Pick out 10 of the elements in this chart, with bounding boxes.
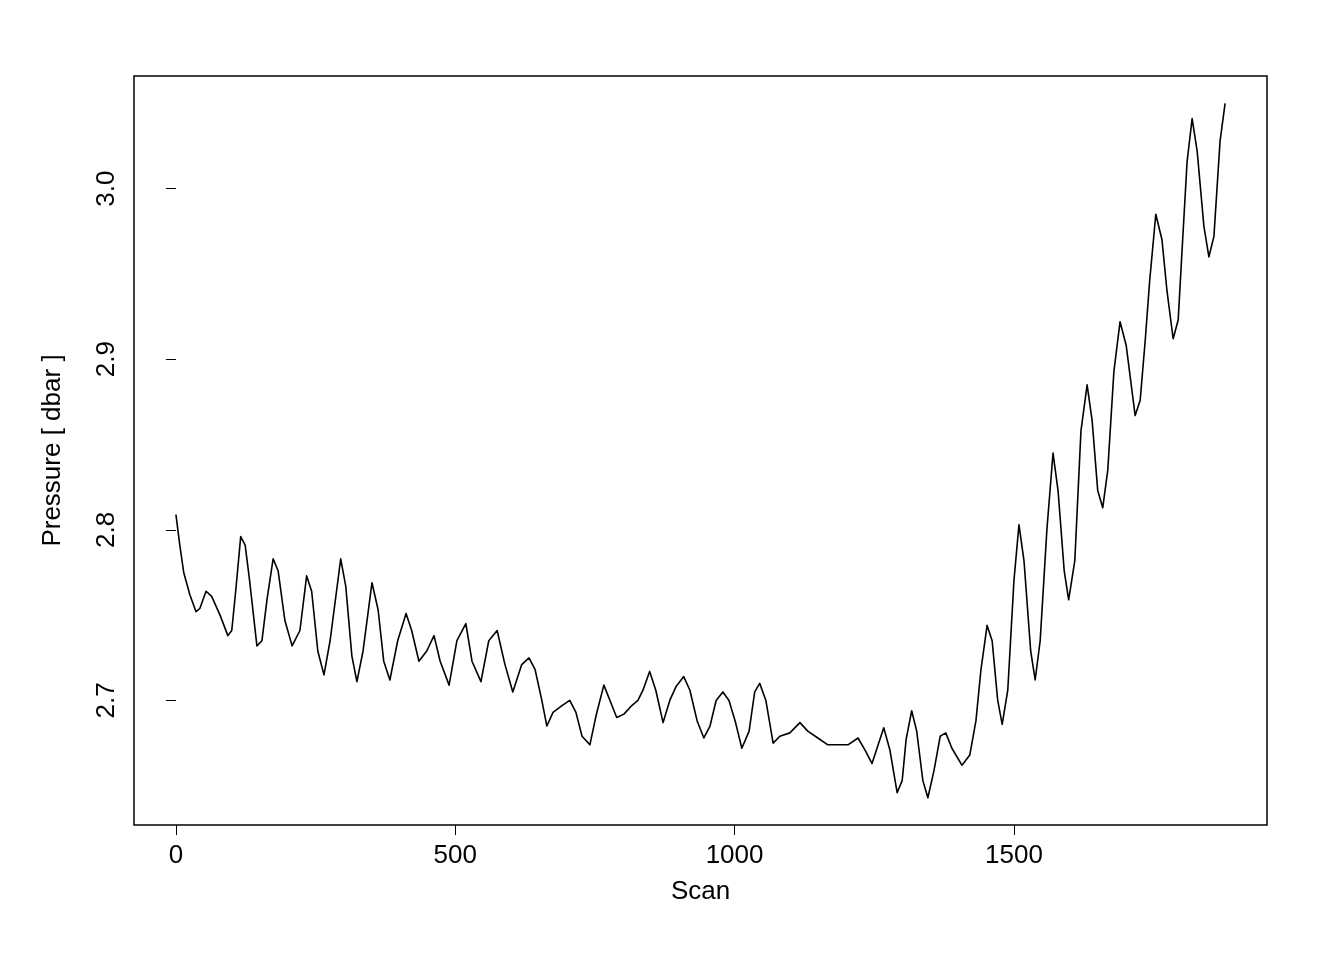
x-tick-label: 0 [168, 839, 184, 869]
y-tick-label: 3.0 [90, 170, 120, 207]
x-tick-label: 1500 [985, 839, 1043, 869]
y-tick-label: 2.8 [90, 511, 120, 548]
y-tick-label: 2.7 [90, 682, 120, 719]
x-tick-label: 500 [433, 839, 477, 869]
y-tick-label: 2.9 [90, 341, 120, 378]
x-axis-title: Scan [670, 875, 731, 905]
x-tick-label: 1000 [705, 839, 764, 869]
y-axis-title: Pressure [ dbar ] [36, 354, 66, 547]
